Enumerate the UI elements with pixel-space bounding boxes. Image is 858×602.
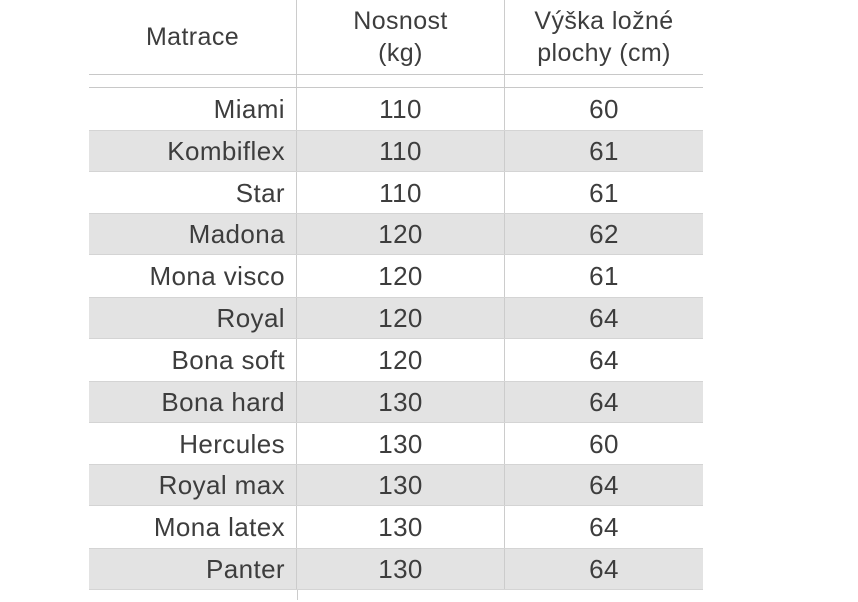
header-label-line: Matrace [145,23,240,51]
bed-surface-height-cell: 60 [589,428,619,459]
table-row: Bona soft 120 64 [89,338,703,381]
mattress-name-cell: Madona [89,214,297,255]
bed-surface-height-cell: 64 [589,554,619,585]
spacer-cell [297,75,505,87]
table-row: Mona latex 130 64 [89,506,703,549]
header-cell-vyska: Výška ložné plochy (cm) [505,0,703,74]
header-spacer-row [89,75,703,88]
bed-surface-height-cell: 61 [589,261,619,292]
load-capacity-cell: 130 [297,465,505,506]
table-row: Star 110 61 [89,171,703,214]
load-capacity-cell: 110 [297,171,505,214]
bed-surface-height-cell: 62 [589,219,619,250]
mattress-name-cell: Royal max [89,465,297,506]
bed-surface-height-cell: 61 [589,135,619,166]
table-row: Madona 120 62 [89,213,703,256]
header-label-line: Výška ložné [534,7,674,35]
table-body: Miami 110 60 Kombiflex 110 61 Star 110 6… [89,88,703,590]
table-row: Bona hard 130 64 [89,380,703,423]
mattress-name-cell: Kombiflex [89,130,297,171]
table-header-row: Matrace Nosnost (kg) Výška ložné plochy … [89,0,703,75]
header-label-line: Nosnost [353,7,448,35]
mattress-name-cell: Hercules [89,422,297,465]
column-separator-tail [297,590,298,600]
bed-surface-height-cell: 61 [589,177,619,208]
table-row: Panter 130 64 [89,548,703,590]
load-capacity-cell: 130 [297,506,505,549]
header-cell-matrace: Matrace [89,0,297,74]
bed-surface-height-cell: 64 [589,386,619,417]
bed-surface-height-cell: 60 [589,93,619,124]
mattress-name-cell: Star [89,171,297,214]
load-capacity-cell: 120 [297,255,505,298]
mattress-name-cell: Royal [89,298,297,338]
table-row: Kombiflex 110 61 [89,129,703,172]
bed-surface-height-cell: 64 [589,303,619,334]
mattress-name-cell: Panter [89,549,297,589]
mattress-name-cell: Mona visco [89,255,297,298]
load-capacity-cell: 120 [297,298,505,338]
table-row: Royal 120 64 [89,297,703,339]
load-capacity-cell: 110 [297,88,505,130]
load-capacity-cell: 120 [297,214,505,255]
load-capacity-cell: 120 [297,338,505,381]
spacer-cell [505,75,703,87]
bed-surface-height-cell: 64 [589,470,619,501]
mattress-name-cell: Bona soft [89,338,297,381]
load-capacity-cell: 110 [297,130,505,171]
header-label-line: (kg) [378,39,423,67]
load-capacity-cell: 130 [297,422,505,465]
mattress-name-cell: Mona latex [89,506,297,549]
mattress-name-cell: Miami [89,88,297,130]
mattress-name-cell: Bona hard [89,381,297,422]
table-row: Miami 110 60 [89,88,703,130]
bed-surface-height-cell: 64 [589,344,619,375]
table-row: Royal max 130 64 [89,464,703,507]
bed-surface-height-cell: 64 [589,512,619,543]
header-cell-nosnost: Nosnost (kg) [297,0,505,74]
mattress-spec-table: Matrace Nosnost (kg) Výška ložné plochy … [89,0,703,590]
table-row: Hercules 130 60 [89,422,703,465]
table-row: Mona visco 120 61 [89,255,703,298]
load-capacity-cell: 130 [297,381,505,422]
header-label-line: plochy (cm) [537,39,671,67]
load-capacity-cell: 130 [297,549,505,589]
spacer-cell [89,75,297,87]
